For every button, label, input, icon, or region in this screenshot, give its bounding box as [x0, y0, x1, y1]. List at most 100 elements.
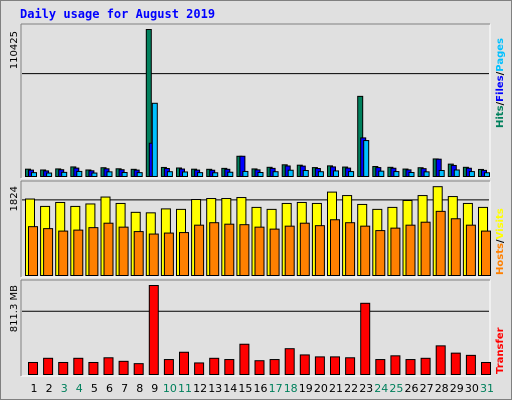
hits-panel-pages-bar — [136, 172, 143, 178]
hits-panel-pages-bar — [378, 170, 385, 178]
hits-panel-pages-bar — [438, 170, 445, 177]
hosts-bar — [194, 224, 205, 276]
hosts-bar — [299, 222, 310, 277]
transfer-bar — [481, 361, 491, 375]
hits-panel-pages-bar — [121, 172, 128, 177]
hosts-bar — [360, 225, 371, 277]
hits-panel-pages-bar — [393, 171, 400, 177]
transfer-bar — [148, 285, 159, 375]
hosts-bar — [209, 222, 220, 276]
day-label: 16 — [254, 382, 268, 395]
hits-panel-pages-bar — [212, 172, 219, 177]
hosts-bar — [435, 210, 446, 277]
day-label: 4 — [76, 382, 83, 395]
transfer-bar — [284, 348, 295, 376]
transfer-bar — [254, 360, 265, 375]
hosts-bar — [148, 233, 159, 276]
hits-panel-pages-bar — [408, 172, 415, 177]
day-label: 17 — [269, 382, 283, 395]
hits-panel-pages-bar — [242, 170, 249, 177]
day-label: 22 — [344, 382, 358, 395]
day-label: 1 — [31, 382, 38, 395]
hosts-visits-legend-part: / — [495, 239, 506, 243]
hits-panel-pages-bar — [317, 171, 324, 178]
day-label: 18 — [284, 382, 298, 395]
transfer-bar — [465, 354, 476, 375]
hosts-bar — [420, 221, 431, 276]
hosts-bar — [73, 229, 84, 277]
transfer-bar — [345, 357, 356, 376]
transfer-bar — [405, 359, 416, 376]
hosts-visits-legend-part: Visits — [495, 208, 506, 239]
hits-files-pages-legend-part: Hits — [495, 105, 506, 128]
hosts-bar — [118, 226, 129, 276]
chart-title: Daily usage for August 2019 — [20, 7, 216, 21]
transfer-bar — [450, 352, 461, 376]
hosts-bar — [254, 226, 265, 276]
hosts-bar — [43, 228, 54, 276]
hits-panel-pages-bar — [182, 171, 188, 177]
hits-panel-pages-bar — [76, 170, 83, 177]
hosts-bar — [103, 222, 114, 277]
day-label: 8 — [136, 382, 143, 395]
transfer-legend: Transfer — [495, 327, 506, 374]
transfer-panel-max-label: 811.3 MB — [9, 285, 20, 332]
hits-panel-pages-bar — [302, 170, 309, 177]
day-label: 19 — [299, 382, 313, 395]
transfer-bar — [390, 355, 401, 375]
hits-panel-pages-bar — [272, 171, 279, 178]
hosts-visits-legend: Hosts/Visits — [495, 208, 506, 275]
transfer-bar — [58, 361, 69, 375]
transfer-legend-part: Transfer — [495, 327, 506, 374]
hits-panel-pages-bar — [227, 171, 234, 178]
transfer-bar — [435, 345, 446, 376]
hits-panel-pages-bar — [151, 102, 158, 177]
hits-panel-max-label: 110425 — [9, 31, 20, 69]
day-label: 2 — [46, 382, 53, 395]
day-label: 28 — [435, 382, 449, 395]
hits-files-pages-legend-part: Pages — [495, 38, 506, 72]
day-label: 20 — [314, 382, 328, 395]
hosts-bar — [224, 223, 235, 276]
day-label: 25 — [389, 382, 403, 395]
visits-panel-max-label: 1824 — [9, 186, 20, 211]
day-label: 13 — [208, 382, 222, 395]
day-label: 9 — [151, 382, 158, 395]
hosts-bar — [390, 227, 401, 276]
hits-panel-pages-bar — [423, 171, 430, 177]
hits-panel-pages-bar — [46, 172, 53, 178]
day-label: 24 — [374, 382, 388, 395]
transfer-bar — [360, 302, 371, 375]
hosts-bar — [28, 226, 38, 277]
transfer-bar — [43, 357, 54, 376]
hosts-bar — [58, 230, 69, 276]
hits-files-pages-legend-part: Files — [495, 75, 506, 101]
day-label: 26 — [405, 382, 419, 395]
transfer-bar — [73, 357, 84, 376]
transfer-bar — [314, 356, 325, 375]
transfer-bar — [269, 359, 280, 376]
hits-panel-pages-bar — [484, 172, 490, 177]
hosts-bar — [405, 224, 416, 276]
day-label: 27 — [420, 382, 434, 395]
hosts-bar — [375, 230, 386, 276]
hits-panel-pages-bar — [166, 171, 173, 178]
transfer-bar — [194, 362, 205, 375]
hits-panel-pages-bar — [91, 172, 98, 178]
hosts-bar — [481, 230, 491, 276]
hits-files-pages-legend-part: / — [495, 101, 506, 105]
transfer-bar — [239, 343, 250, 375]
transfer-bar — [224, 359, 235, 376]
day-label: 3 — [61, 382, 68, 395]
transfer-bar — [88, 361, 99, 375]
transfer-bar — [179, 351, 189, 375]
transfer-bar — [330, 356, 340, 375]
hosts-bar — [450, 218, 461, 276]
day-label: 12 — [193, 382, 207, 395]
hits-panel-pages-bar — [106, 171, 113, 177]
transfer-bar — [420, 357, 431, 376]
hosts-bar — [330, 219, 340, 277]
day-label: 30 — [465, 382, 479, 395]
hits-panel-pages-bar — [348, 171, 355, 177]
day-label: 15 — [238, 382, 252, 395]
